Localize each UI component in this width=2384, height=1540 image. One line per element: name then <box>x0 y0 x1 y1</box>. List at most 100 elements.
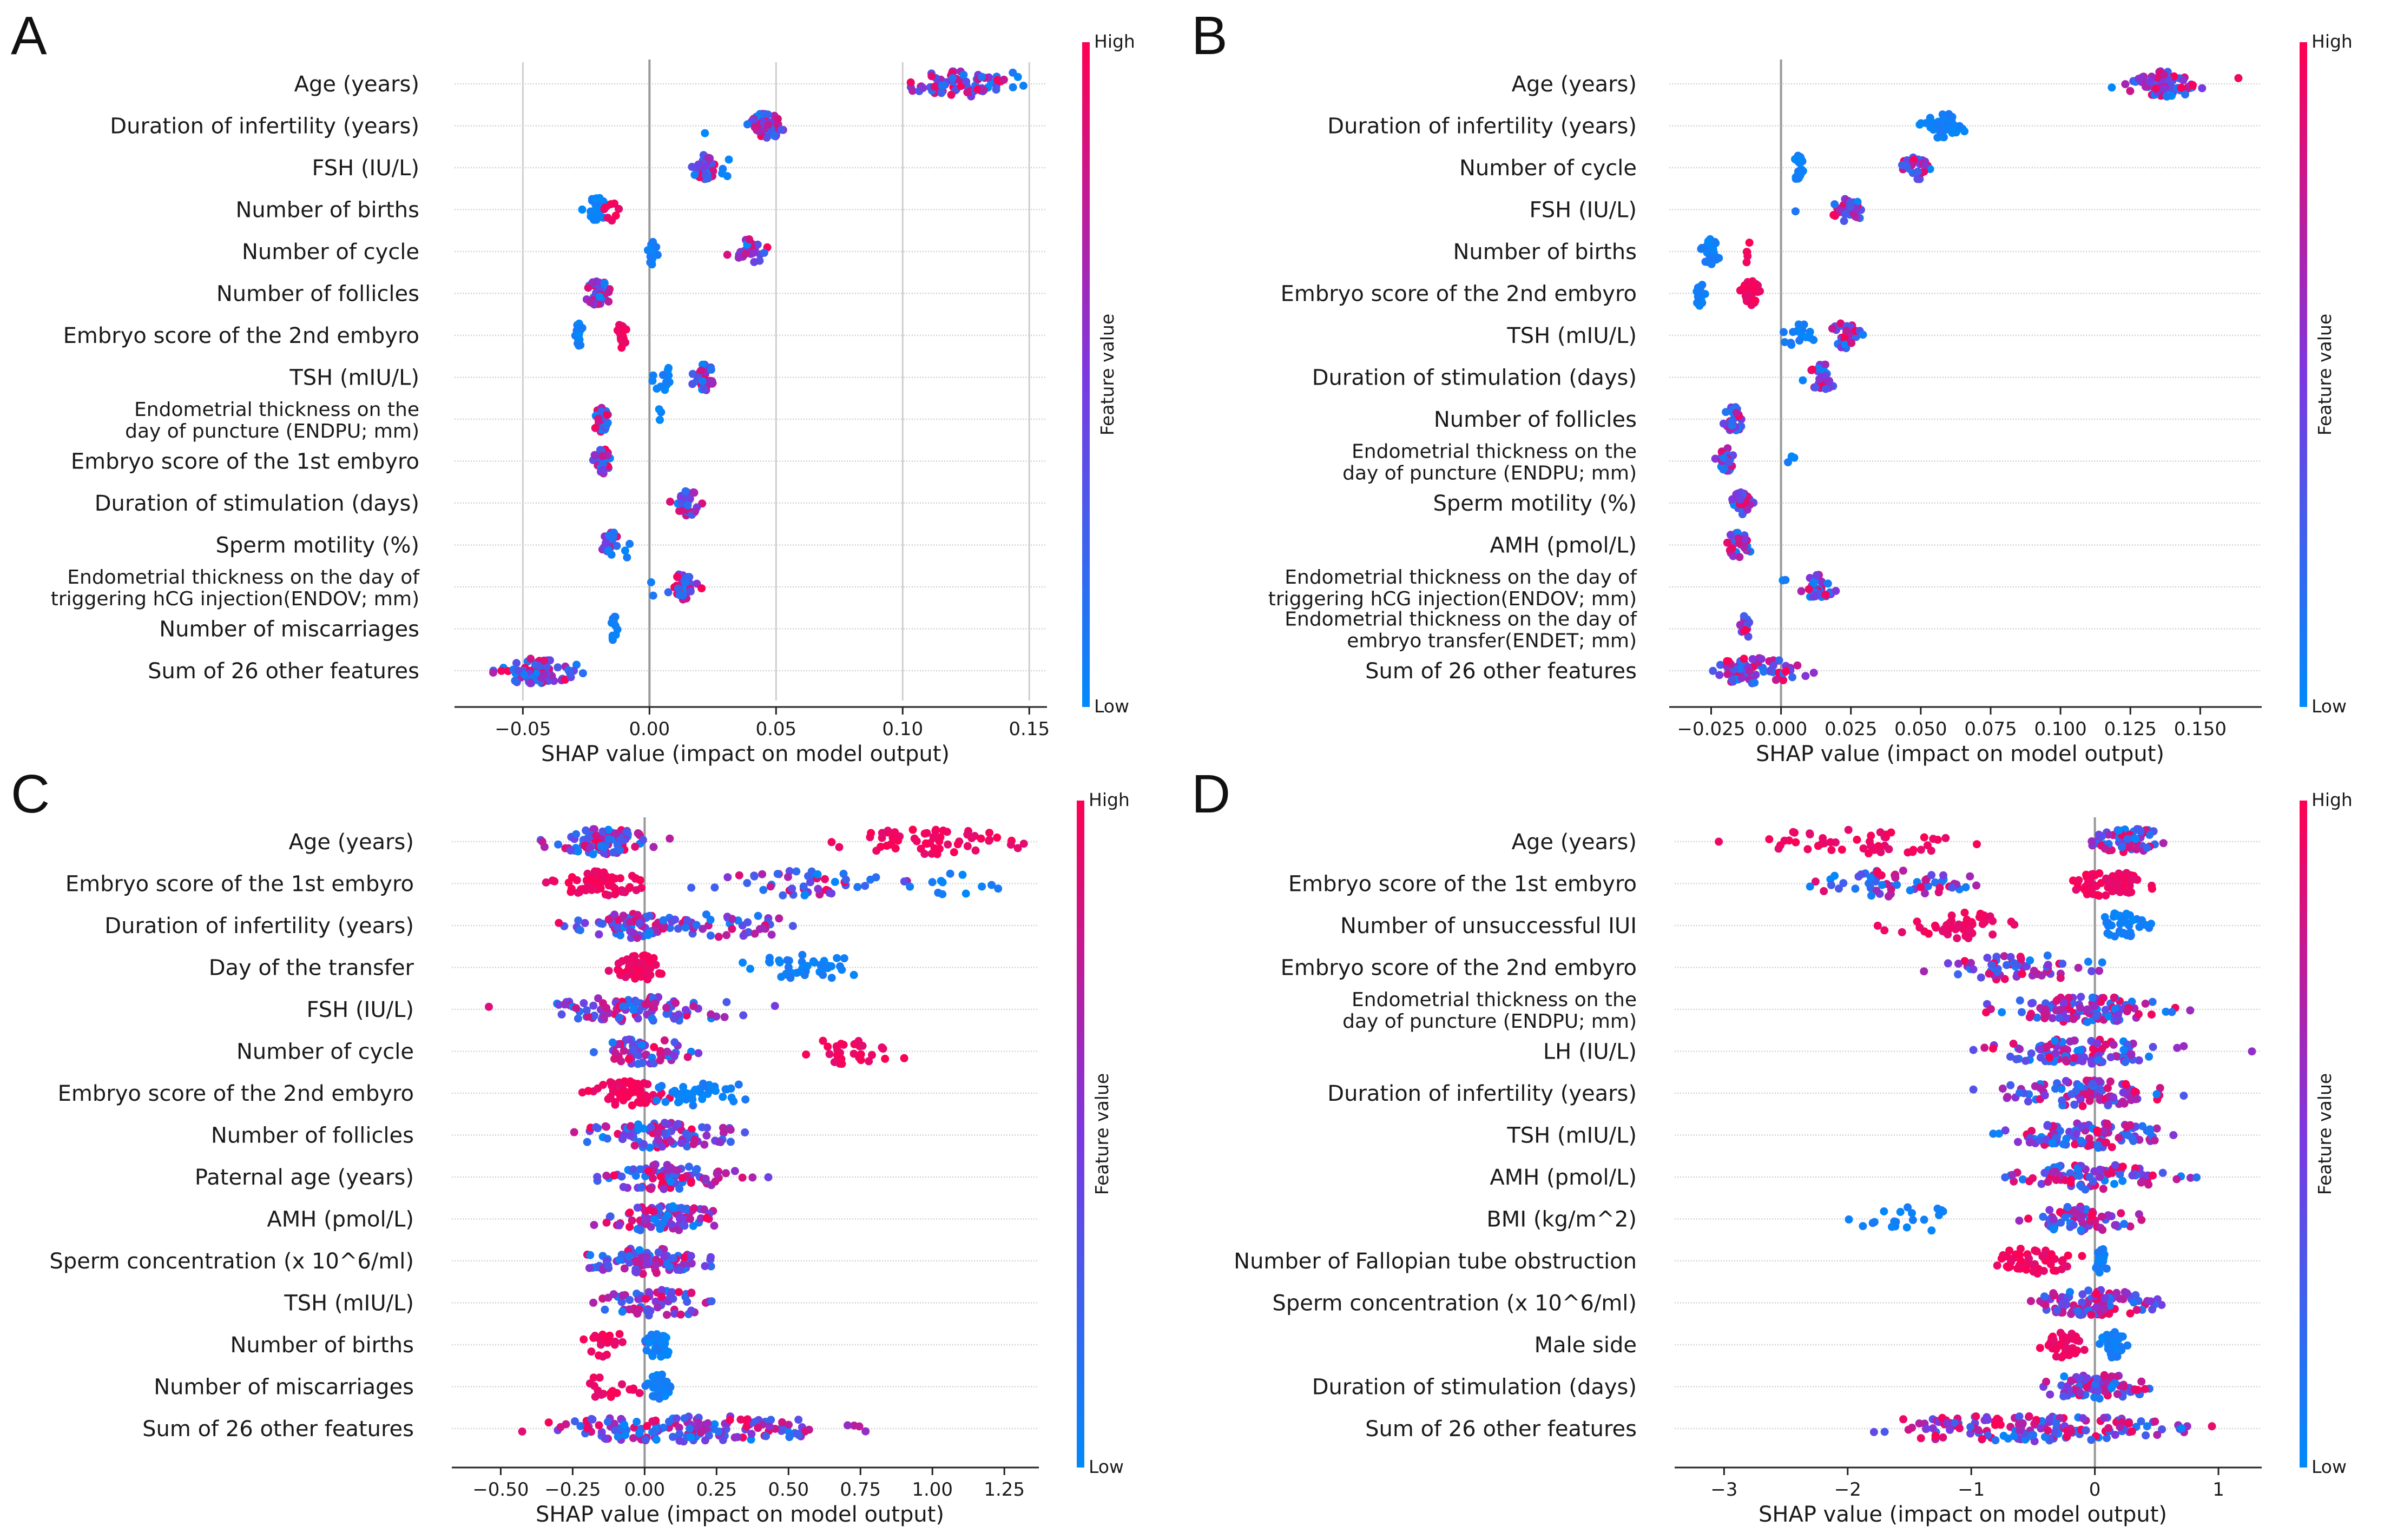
shap-point <box>2096 1254 2105 1263</box>
shap-point <box>2059 1140 2067 1148</box>
shap-point <box>2114 1010 2122 1019</box>
feature-label: Sum of 26 other features <box>148 659 419 684</box>
shap-point <box>2131 1291 2140 1299</box>
shap-point <box>1885 845 1893 854</box>
shap-point <box>675 1288 683 1297</box>
shap-point <box>598 452 607 460</box>
shap-point <box>1978 1435 1986 1443</box>
shap-point <box>634 1014 642 1023</box>
shap-point <box>648 1014 656 1023</box>
shap-point <box>2100 844 2109 853</box>
shap-point <box>1859 331 1867 339</box>
shap-point <box>2018 1008 2026 1016</box>
shap-point <box>578 205 587 214</box>
shap-point <box>623 553 631 561</box>
shap-point <box>2076 1003 2084 1012</box>
shap-point <box>1806 882 1814 891</box>
shap-point <box>810 958 819 967</box>
shap-point <box>999 75 1008 84</box>
colorbar-high-label: High <box>1094 31 1135 52</box>
shap-point <box>646 964 655 973</box>
shap-point <box>1851 884 1860 893</box>
shap-point <box>963 830 972 839</box>
shap-point <box>963 842 972 850</box>
shap-point <box>1920 833 1928 842</box>
shap-point <box>1830 200 1839 209</box>
shap-point <box>2108 1383 2116 1392</box>
feature-label: Sum of 26 other features <box>1365 659 1637 684</box>
shap-point <box>1887 885 1895 894</box>
shap-point <box>784 963 793 971</box>
shap-point <box>993 833 1002 842</box>
shap-point <box>2119 1046 2128 1054</box>
shap-point <box>657 1352 665 1361</box>
shap-point <box>971 832 979 840</box>
shap-point <box>2052 1419 2060 1427</box>
shap-point <box>2073 1307 2082 1315</box>
shap-point <box>1745 239 1754 247</box>
shap-point <box>754 911 762 920</box>
shap-point <box>2050 1225 2058 1234</box>
shap-point <box>2179 1092 2188 1100</box>
shap-point <box>2036 1344 2044 1352</box>
shap-point <box>1789 328 1797 336</box>
shap-point <box>611 211 620 220</box>
shap-point <box>620 1420 629 1429</box>
shap-point <box>2077 1226 2085 1234</box>
shap-point <box>605 531 613 540</box>
feature-label: Embryo score of the 1st embyro <box>1288 872 1637 897</box>
feature-label: Number of unsuccessful IUI <box>1340 914 1637 938</box>
shap-point <box>2087 967 2096 975</box>
shap-point <box>2078 1102 2087 1111</box>
feature-label: Duration of infertility (years) <box>104 914 414 938</box>
shap-point <box>816 961 825 970</box>
shap-point <box>865 1057 873 1066</box>
x-tick-label: 0.05 <box>755 718 796 740</box>
shap-point <box>642 1294 650 1303</box>
shap-point <box>512 659 521 667</box>
shap-point <box>866 875 875 884</box>
shap-point <box>646 928 654 936</box>
shap-point <box>841 875 850 884</box>
shap-point <box>2152 1124 2161 1133</box>
shap-point <box>594 1386 602 1395</box>
shap-point <box>2027 999 2036 1008</box>
shap-point <box>628 871 636 880</box>
shap-point <box>2093 1374 2102 1383</box>
x-tick-label: 0.000 <box>1755 718 1807 740</box>
shap-point <box>2003 1262 2011 1271</box>
shap-point <box>718 169 727 178</box>
shap-point <box>658 371 667 379</box>
feature-label: AMH (pmol/L) <box>1490 1165 1637 1190</box>
shap-point <box>2093 891 2102 900</box>
shap-point <box>962 77 971 86</box>
shap-point <box>2083 1018 2092 1026</box>
shap-point <box>710 883 719 892</box>
shap-point <box>2088 993 2097 1002</box>
shap-point <box>684 1162 693 1171</box>
shap-point <box>707 379 715 387</box>
shap-point <box>1867 891 1875 900</box>
colorbar-low-label: Low <box>2311 696 2347 717</box>
shap-point <box>1787 452 1796 461</box>
shap-point <box>635 1389 644 1397</box>
shap-point <box>2098 1333 2107 1342</box>
shap-point <box>635 1246 644 1254</box>
shap-point <box>2052 1176 2060 1184</box>
shap-point <box>722 1169 730 1178</box>
shap-point <box>615 1221 623 1230</box>
shap-point <box>814 884 822 893</box>
shap-point <box>596 884 605 893</box>
shap-point <box>1898 928 1906 936</box>
x-tick-label: −0.25 <box>544 1479 601 1501</box>
shap-point <box>2137 1215 2146 1224</box>
x-tick-label: 0.50 <box>768 1479 809 1501</box>
shap-point <box>592 1123 600 1132</box>
shap-point <box>602 421 611 429</box>
shap-point <box>2145 77 2154 86</box>
shap-point <box>550 877 559 885</box>
feature-label: Number of cycle <box>1459 156 1637 181</box>
shap-point <box>1765 835 1774 843</box>
shap-point <box>786 974 795 982</box>
shap-point <box>1869 1427 1878 1436</box>
